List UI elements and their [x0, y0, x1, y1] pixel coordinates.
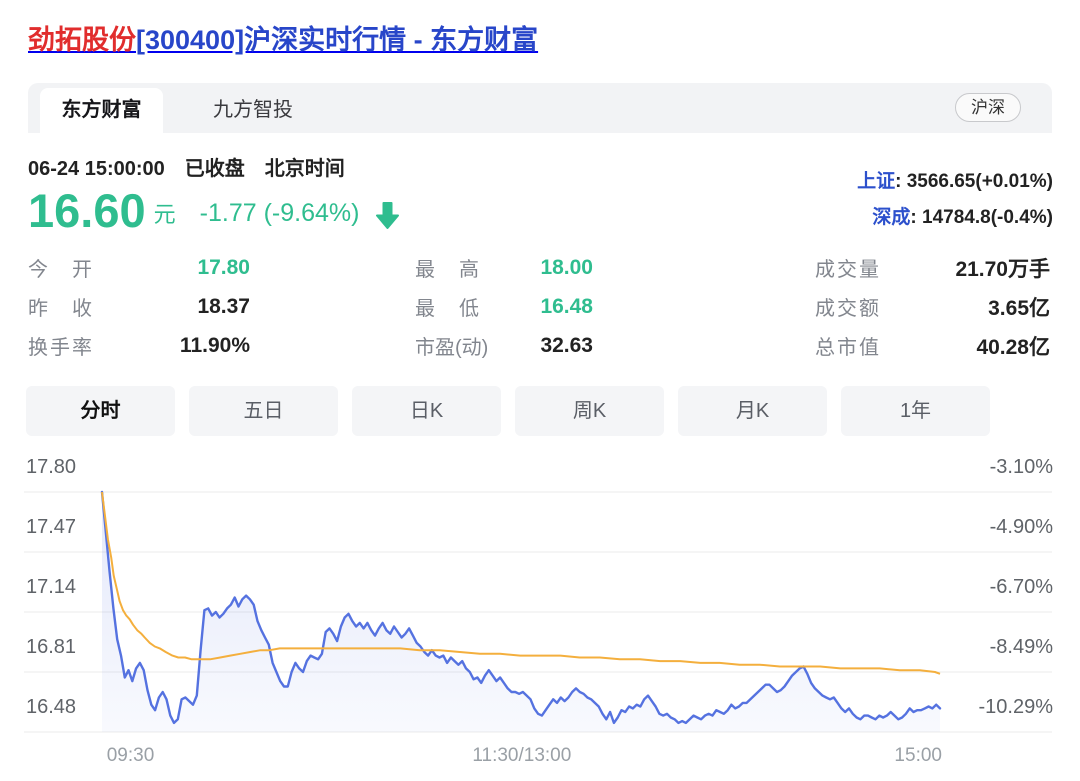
y-axis-percent-label: -3.10%: [989, 456, 1053, 478]
avg-price-line: [101, 491, 941, 675]
stat-label: 最低: [415, 298, 479, 320]
chart-tab-1[interactable]: 五日: [189, 386, 338, 436]
index-shenzhen[interactable]: 深成: 14784.8(-0.4%): [872, 207, 1053, 228]
quote-datetime: 06-24 15:00:00: [28, 158, 165, 180]
quote-stats-grid: 今开 17.80 最高 18.00 成交量 21.70万手昨收 18.37 最低 16.48 成交…: [28, 248, 1050, 365]
tab-eastmoney[interactable]: 东方财富: [40, 88, 163, 133]
stat-value: 40.28亿: [976, 335, 1050, 359]
stat-value: 18.00: [540, 255, 593, 279]
stat-label: 成交额: [815, 298, 879, 320]
timezone-label: 北京时间: [264, 158, 345, 180]
currency-unit: 元: [153, 202, 176, 227]
y-axis-price-label: 16.48: [26, 696, 77, 718]
stat-2: 成交量 21.70万手: [815, 248, 1050, 287]
current-price: 16.60: [28, 184, 146, 237]
stat-value: 3.65亿: [988, 296, 1050, 320]
chart-tab-4[interactable]: 月K: [678, 386, 827, 436]
price-row: 16.60 元 -1.77 (-9.64%): [28, 186, 400, 236]
chart-tab-2[interactable]: 日K: [352, 386, 501, 436]
y-axis-percent-label: -10.29%: [978, 696, 1054, 718]
chart-tab-3[interactable]: 周K: [515, 386, 664, 436]
stat-3: 昨收 18.37: [28, 287, 250, 326]
price-line: [100, 490, 942, 725]
stat-label: 昨收: [28, 298, 92, 320]
chart-plot[interactable]: [0, 450, 1080, 781]
stat-4: 最低 16.48: [415, 287, 593, 326]
price-change: -1.77 (-9.64%): [199, 199, 360, 227]
stat-value: 16.48: [540, 294, 593, 318]
page-title-rest: [300400]沪深实时行情 - 东方财富: [136, 25, 539, 55]
x-axis-time-label: 09:30: [106, 745, 155, 766]
stat-label: 最高: [415, 259, 479, 281]
stat-label: 换手率: [28, 337, 92, 359]
stat-8: 总市值 40.28亿: [815, 326, 1050, 365]
stat-1: 最高 18.00: [415, 248, 593, 287]
stat-label: 市盈(动): [415, 337, 489, 359]
stat-value: 18.37: [197, 294, 250, 318]
page-title-link[interactable]: 劲拓股份[300400]沪深实时行情 - 东方财富: [28, 18, 538, 57]
x-axis-time-label: 15:00: [894, 745, 942, 766]
y-axis-price-label: 17.80: [26, 456, 77, 478]
stat-value: 21.70万手: [955, 257, 1050, 281]
stat-label: 今开: [28, 259, 92, 281]
chart-period-tabs: 分时 五日 日K 周K 月K 1年: [26, 386, 990, 436]
market-status: 已收盘: [184, 158, 245, 180]
down-arrow-icon: [376, 202, 400, 229]
y-axis-percent-label: -4.90%: [989, 516, 1053, 538]
index-shanghai[interactable]: 上证: 3566.65(+0.01%): [857, 171, 1053, 192]
stock-name: 劲拓股份: [28, 25, 136, 55]
y-axis-percent-label: -6.70%: [989, 576, 1053, 598]
y-axis-price-label: 17.47: [26, 516, 77, 538]
index-quotes: 上证: 3566.65(+0.01%) 深成: 14784.8(-0.4%): [857, 164, 1053, 236]
y-axis-price-label: 16.81: [26, 636, 77, 658]
stat-5: 成交额 3.65亿: [815, 287, 1050, 326]
stat-0: 今开 17.80: [28, 248, 250, 287]
intraday-chart[interactable]: 17.80 17.47 17.14 16.81 16.48 -3.10% -4.90% -6.…: [0, 450, 1080, 781]
market-badge[interactable]: 沪深: [955, 93, 1021, 122]
chart-tab-0[interactable]: 分时: [26, 386, 175, 436]
x-axis-time-label: 11:30/13:00: [472, 745, 572, 766]
stat-value: 17.80: [197, 255, 250, 279]
price-area-fill: [102, 492, 940, 732]
y-axis-percent-label: -8.49%: [989, 636, 1053, 658]
quote-datetime-row: 06-24 15:00:00 已收盘 北京时间: [28, 152, 365, 181]
stat-label: 成交量: [815, 259, 879, 281]
source-tabbar: 东方财富 九方智投 沪深: [28, 83, 1052, 133]
stat-6: 换手率 11.90%: [28, 326, 250, 365]
tab-jiufang[interactable]: 九方智投: [213, 99, 293, 121]
stat-label: 总市值: [815, 337, 879, 359]
y-axis-price-label: 17.14: [26, 576, 77, 598]
stat-7: 市盈(动) 32.63: [415, 326, 593, 365]
stat-value: 11.90%: [179, 333, 250, 357]
stat-value: 32.63: [540, 333, 593, 357]
chart-tab-5[interactable]: 1年: [841, 386, 990, 436]
